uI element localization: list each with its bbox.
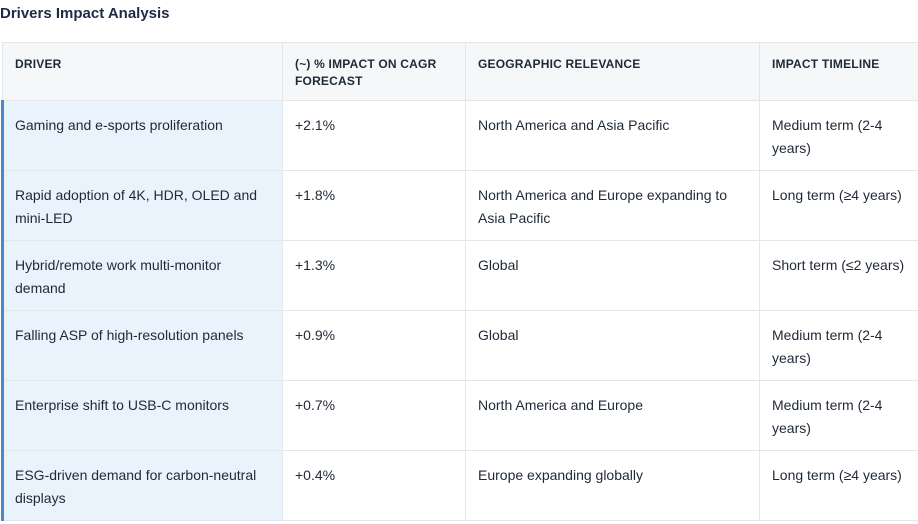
- table-header-row: DRIVER (~) % IMPACT ON CAGR FORECAST GEO…: [2, 42, 918, 101]
- header-impact-timeline: IMPACT TIMELINE: [759, 42, 918, 101]
- geo-cell: North America and Asia Pacific: [465, 100, 760, 171]
- driver-cell: Gaming and e-sports proliferation: [1, 100, 283, 171]
- header-driver: DRIVER: [2, 42, 283, 101]
- impact-cell: +0.9%: [282, 310, 466, 381]
- table-row: Falling ASP of high-resolution panels +0…: [1, 310, 918, 381]
- geo-cell: North America and Europe: [465, 380, 760, 451]
- driver-cell: Hybrid/remote work multi-monitor demand: [1, 240, 283, 311]
- table-row: Rapid adoption of 4K, HDR, OLED and mini…: [1, 170, 918, 241]
- header-impact: (~) % IMPACT ON CAGR FORECAST: [282, 42, 466, 101]
- impact-cell: +1.3%: [282, 240, 466, 311]
- driver-cell: ESG-driven demand for carbon-neutral dis…: [1, 450, 283, 521]
- table-row: Gaming and e-sports proliferation +2.1% …: [1, 100, 918, 171]
- table-row: ESG-driven demand for carbon-neutral dis…: [1, 450, 918, 521]
- timeline-cell: Long term (≥4 years): [759, 450, 918, 521]
- driver-cell: Falling ASP of high-resolution panels: [1, 310, 283, 381]
- impact-cell: +2.1%: [282, 100, 466, 171]
- geo-cell: Global: [465, 240, 760, 311]
- impact-cell: +0.7%: [282, 380, 466, 451]
- timeline-cell: Medium term (2-4 years): [759, 100, 918, 171]
- impact-cell: +1.8%: [282, 170, 466, 241]
- timeline-cell: Medium term (2-4 years): [759, 380, 918, 451]
- timeline-cell: Long term (≥4 years): [759, 170, 918, 241]
- driver-cell: Rapid adoption of 4K, HDR, OLED and mini…: [1, 170, 283, 241]
- header-geographic-relevance: GEOGRAPHIC RELEVANCE: [465, 42, 760, 101]
- table-row: Enterprise shift to USB-C monitors +0.7%…: [1, 380, 918, 451]
- geo-cell: North America and Europe expanding to As…: [465, 170, 760, 241]
- table-row: Hybrid/remote work multi-monitor demand …: [1, 240, 918, 311]
- drivers-impact-table: DRIVER (~) % IMPACT ON CAGR FORECAST GEO…: [1, 42, 918, 521]
- driver-cell: Enterprise shift to USB-C monitors: [1, 380, 283, 451]
- page-title: Drivers Impact Analysis: [0, 5, 170, 22]
- geo-cell: Europe expanding globally: [465, 450, 760, 521]
- geo-cell: Global: [465, 310, 760, 381]
- impact-cell: +0.4%: [282, 450, 466, 521]
- timeline-cell: Medium term (2-4 years): [759, 310, 918, 381]
- timeline-cell: Short term (≤2 years): [759, 240, 918, 311]
